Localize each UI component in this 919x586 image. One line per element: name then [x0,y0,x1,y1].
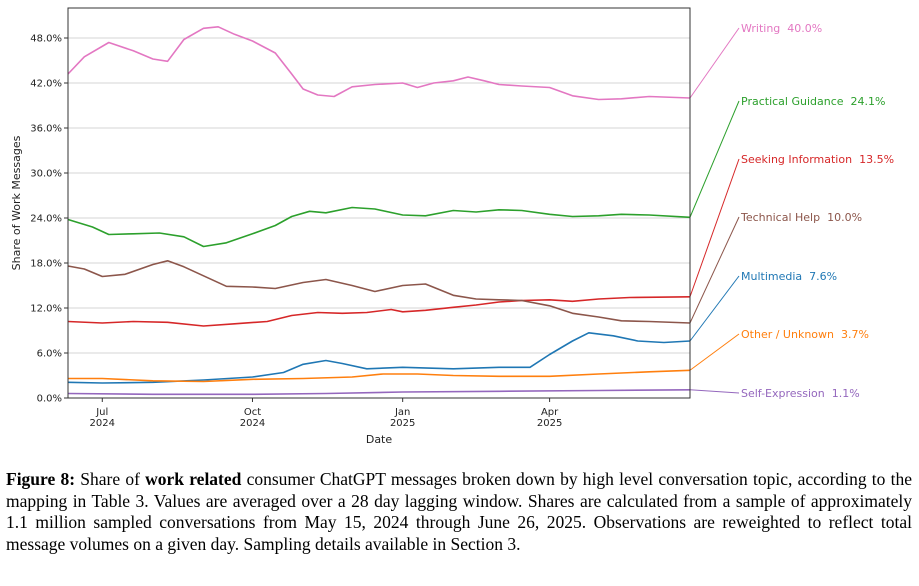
y-tick-label: 30.0% [30,169,62,180]
plot-area-frame [67,7,691,399]
label-leader-line [689,100,740,218]
x-tick-month-label: Jan [394,407,410,418]
series-name: Self-Expression [741,387,825,400]
x-tick-year-label: 2025 [537,418,562,429]
grid-lines [68,37,690,399]
x-tick-year-label: 2025 [390,418,415,429]
x-tick-month-label: Oct [244,407,261,418]
series-name: Other / Unknown [741,328,834,341]
label-leader-line [689,389,740,394]
series-final-value: 1.1% [832,387,860,400]
caption-text-after: consumer ChatGPT messages broken down by… [6,469,912,554]
x-tick-year-label: 2024 [90,418,115,429]
series-line [68,369,691,383]
series-name: Seeking Information [741,153,852,166]
series-final-value: 40.0% [787,22,822,35]
series-line [67,25,691,101]
series-labels: Writing 40.0% Practical Guidance 24.1% Seeki… [740,22,894,400]
series-label: Self-Expression 1.1% [741,387,860,400]
series-lines [67,25,691,396]
series-name: Multimedia [741,270,802,283]
y-tick-label: 42.0% [30,79,62,90]
y-tick-label: 18.0% [30,259,62,270]
caption-label: Figure 8: [6,469,76,489]
series-final-value: 13.5% [859,153,894,166]
series-line [67,206,691,248]
figure-caption: Figure 8: Share of work related consumer… [6,469,912,555]
series-label: Multimedia 7.6% [741,270,837,283]
x-tick-year-label: 2024 [240,418,265,429]
caption-bold-text: work related [145,469,242,489]
series-final-value: 10.0% [827,211,862,224]
series-name: Technical Help [740,211,820,224]
x-tick-month-label: Apr [541,407,559,418]
series-final-value: 7.6% [809,270,837,283]
label-leader-line [689,27,740,99]
y-tick-label: 36.0% [30,124,62,135]
label-leader-line [689,275,740,342]
series-line [67,331,691,384]
series-name: Writing [741,22,780,35]
label-leader-line [689,216,740,324]
series-line [67,296,691,327]
y-tick-label: 24.0% [30,214,62,225]
line-chart: 0.0% 6.0% 12.0% 18.0% 24.0% 30.0% 36.0% 42.0% 48… [10,7,894,446]
x-tick-month-label: Jul [95,407,108,418]
label-leader-line [689,333,740,371]
y-tick-label: 12.0% [30,304,62,315]
series-label: Technical Help 10.0% [740,211,862,224]
caption-text-before: Share of [80,469,140,489]
label-leader-line [689,158,740,297]
y-tick-label: 6.0% [37,349,62,360]
y-axis-title: Share of Work Messages [10,135,23,270]
series-line [67,259,691,324]
series-label: Other / Unknown 3.7% [741,328,869,341]
series-label: Seeking Information 13.5% [741,153,894,166]
y-tick-label: 48.0% [30,34,62,45]
series-final-value: 3.7% [841,328,869,341]
series-final-value: 24.1% [851,95,886,108]
y-tick-label: 0.0% [37,394,62,405]
series-name: Practical Guidance [741,95,844,108]
x-axis-title: Date [366,433,393,446]
label-leader-lines [689,27,740,394]
y-axis-ticks: 0.0% 6.0% 12.0% 18.0% 24.0% 30.0% 36.0% 42.0% 48… [30,34,68,405]
series-label: Practical Guidance 24.1% [741,95,885,108]
series-line [67,389,691,396]
series-label: Writing 40.0% [741,22,822,35]
